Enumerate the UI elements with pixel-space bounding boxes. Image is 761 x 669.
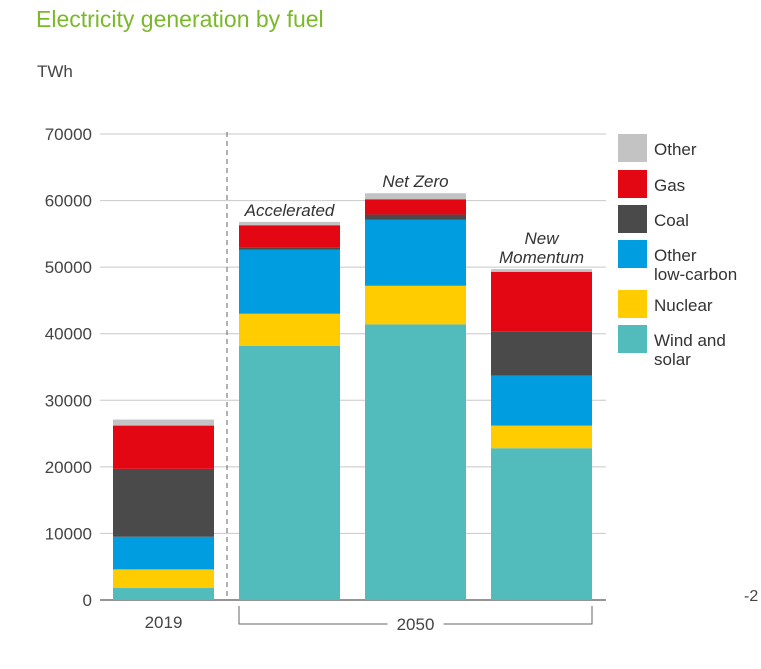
bar-segment-coal [491, 331, 592, 376]
bar-segment-gas [491, 271, 592, 332]
legend-swatch [618, 134, 647, 162]
legend-label: Other [654, 246, 697, 265]
bar-segment-gas [113, 425, 214, 469]
bar-segment-other [365, 193, 466, 200]
bar-segment-wind-and-solar [113, 588, 214, 600]
bar-segment-other [239, 221, 340, 226]
legend-label: Other [654, 140, 697, 159]
bar-segment-other [491, 269, 592, 272]
y-axis-unit: TWh [37, 62, 73, 81]
scenario-label: Momentum [499, 248, 584, 267]
scenario-label: Net Zero [382, 172, 448, 191]
bar-segment-coal [113, 468, 214, 537]
bar-segment-other-low-carbon [365, 219, 466, 286]
bar-segment-coal [365, 214, 466, 220]
bar-segment-gas [365, 199, 466, 215]
legend-label: Nuclear [654, 296, 713, 315]
x-group-label: 2019 [145, 613, 183, 632]
legend-swatch [618, 325, 647, 353]
bar-segment-wind-and-solar [365, 324, 466, 600]
y-tick-label: 40000 [45, 325, 92, 344]
legend-label: solar [654, 350, 691, 369]
legend-swatch [618, 170, 647, 198]
bar-segment-nuclear [239, 313, 340, 346]
legend-swatch [618, 290, 647, 318]
page-number: -2 [744, 588, 759, 605]
legend-label: low-carbon [654, 265, 737, 284]
legend-swatch [618, 205, 647, 233]
y-tick-label: 0 [83, 591, 92, 610]
bar-segment-other-low-carbon [113, 536, 214, 570]
bracket-label-bg [387, 613, 444, 633]
bar-segment-wind-and-solar [239, 345, 340, 600]
bar-segment-wind-and-solar [491, 448, 592, 600]
scenario-label: Accelerated [244, 201, 335, 220]
legend-label: Coal [654, 211, 689, 230]
bar-segment-nuclear [113, 569, 214, 589]
bar-segment-nuclear [491, 425, 592, 449]
bar-segment-gas [239, 225, 340, 248]
legend-label: Gas [654, 176, 685, 195]
y-tick-label: 50000 [45, 258, 92, 277]
bar-segment-other [113, 419, 214, 426]
chart-title: Electricity generation by fuel [36, 6, 324, 32]
legend-label: Wind and [654, 331, 726, 350]
y-tick-label: 70000 [45, 125, 92, 144]
bar-segment-nuclear [365, 285, 466, 325]
legend-swatch [618, 240, 647, 268]
y-tick-label: 30000 [45, 391, 92, 410]
bar-segment-other-low-carbon [491, 375, 592, 426]
bar-segment-coal [239, 247, 340, 250]
y-tick-label: 60000 [45, 192, 92, 211]
y-tick-label: 20000 [45, 458, 92, 477]
bar-segment-other-low-carbon [239, 249, 340, 314]
x-group-label: 2050 [397, 615, 435, 634]
scenario-label: New [524, 229, 560, 248]
y-tick-label: 10000 [45, 524, 92, 543]
